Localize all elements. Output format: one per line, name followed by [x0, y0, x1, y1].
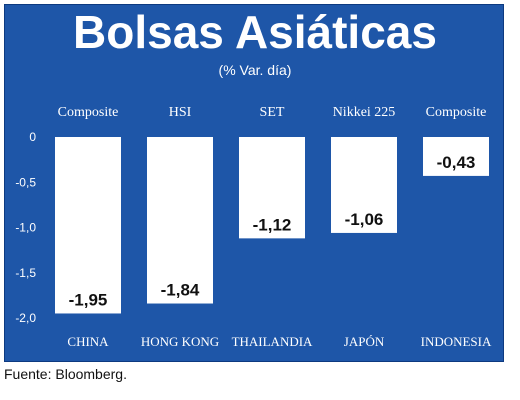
value-label: -0,43 — [437, 153, 476, 172]
bar — [331, 137, 397, 233]
category-label: JAPÓN — [344, 334, 385, 349]
y-tick-label: -2,0 — [15, 311, 36, 325]
category-label: THAILANDIA — [232, 334, 313, 349]
bars — [55, 137, 489, 314]
category-label: INDONESIA — [421, 334, 492, 349]
bar — [147, 137, 213, 304]
index-name-label: Composite — [58, 105, 119, 120]
chart-title: Bolsas Asiáticas — [73, 6, 437, 58]
y-tick-label: -1,0 — [15, 221, 36, 235]
index-name-label: Composite — [426, 105, 487, 120]
y-tick-label: -1,5 — [15, 266, 36, 280]
y-tick-label: -0,5 — [15, 175, 36, 189]
chart-subtitle: (% Var. día) — [218, 62, 292, 78]
index-names: Composite HSI SET Nikkei 225 Composite — [58, 105, 487, 120]
category-label: CHINA — [67, 334, 109, 349]
bar — [239, 137, 305, 239]
value-label: -1,84 — [161, 281, 200, 300]
source-note: Fuente: Bloomberg. — [4, 366, 127, 382]
value-label: -1,95 — [69, 290, 108, 309]
value-label: -1,12 — [253, 215, 292, 234]
index-name-label: SET — [260, 105, 285, 120]
bar — [423, 137, 489, 176]
value-labels: -1,95 -1,84 -1,12 -1,06 -0,43 — [69, 153, 476, 310]
bar — [55, 137, 121, 314]
y-tick-label: 0 — [29, 130, 36, 144]
value-label: -1,06 — [345, 210, 384, 229]
index-name-label: Nikkei 225 — [333, 105, 396, 120]
category-label: HONG KONG — [141, 334, 219, 349]
category-labels: CHINA HONG KONG THAILANDIA JAPÓN INDONESIA — [67, 334, 492, 349]
y-axis: 0 -0,5 -1,0 -1,5 -2,0 — [15, 130, 36, 325]
index-name-label: HSI — [169, 105, 192, 120]
